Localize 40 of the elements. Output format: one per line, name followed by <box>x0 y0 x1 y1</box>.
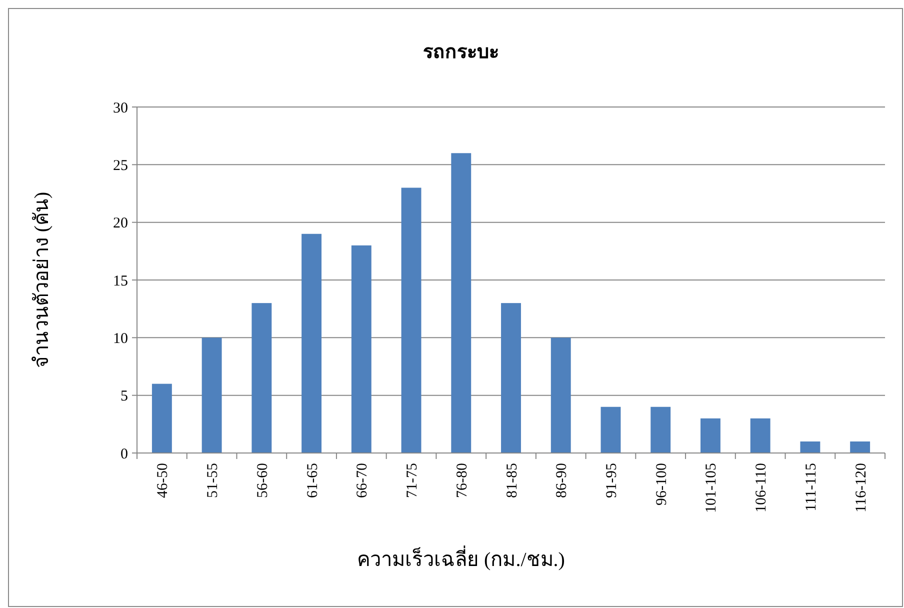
x-tick-label: 111-115 <box>803 463 820 512</box>
x-tick-label: 96-100 <box>654 463 670 506</box>
y-axis-title: จำนวนตัวอย่าง (คัน) <box>31 192 53 368</box>
bar <box>451 153 472 453</box>
y-tick-label: 20 <box>113 216 128 232</box>
x-tick-label: 51-55 <box>205 463 222 498</box>
bar <box>501 303 521 453</box>
bar <box>202 338 222 453</box>
bar <box>650 406 671 453</box>
bar <box>302 234 322 453</box>
x-tick-label: 71-75 <box>404 463 421 498</box>
x-axis-title: ความเร็วเฉลี่ย (กม./ชม.) <box>357 545 565 571</box>
bar <box>750 418 770 453</box>
x-tick-label: 46-50 <box>155 463 172 498</box>
x-tick-label: 61-65 <box>304 463 321 498</box>
bar <box>252 303 272 453</box>
x-tick-label: 91-95 <box>604 463 620 498</box>
bar <box>850 441 870 453</box>
x-tick-label: 116-120 <box>853 463 870 512</box>
y-tick-label: 25 <box>113 158 128 174</box>
y-tick-label: 10 <box>113 330 128 347</box>
y-tick-label: 30 <box>113 100 128 116</box>
bar <box>800 441 820 453</box>
bar <box>550 338 571 453</box>
bar <box>700 418 720 453</box>
x-tick-label: 76-80 <box>454 463 470 498</box>
x-tick-label: 81-85 <box>504 463 520 498</box>
x-tick-label: 101-105 <box>704 463 720 513</box>
bar <box>351 245 372 453</box>
y-tick-label: 15 <box>113 273 128 290</box>
bar <box>401 188 422 453</box>
x-tick-label: 66-70 <box>354 463 371 498</box>
bar <box>152 384 172 453</box>
x-tick-label: 106-110 <box>754 463 770 512</box>
y-tick-label: 0 <box>120 446 128 462</box>
y-tick-label: 5 <box>120 388 128 405</box>
chart-title: รถกระบะ <box>423 42 499 63</box>
x-tick-label: 56-60 <box>254 463 271 498</box>
bar <box>600 406 621 453</box>
x-tick-label: 86-90 <box>554 463 570 498</box>
